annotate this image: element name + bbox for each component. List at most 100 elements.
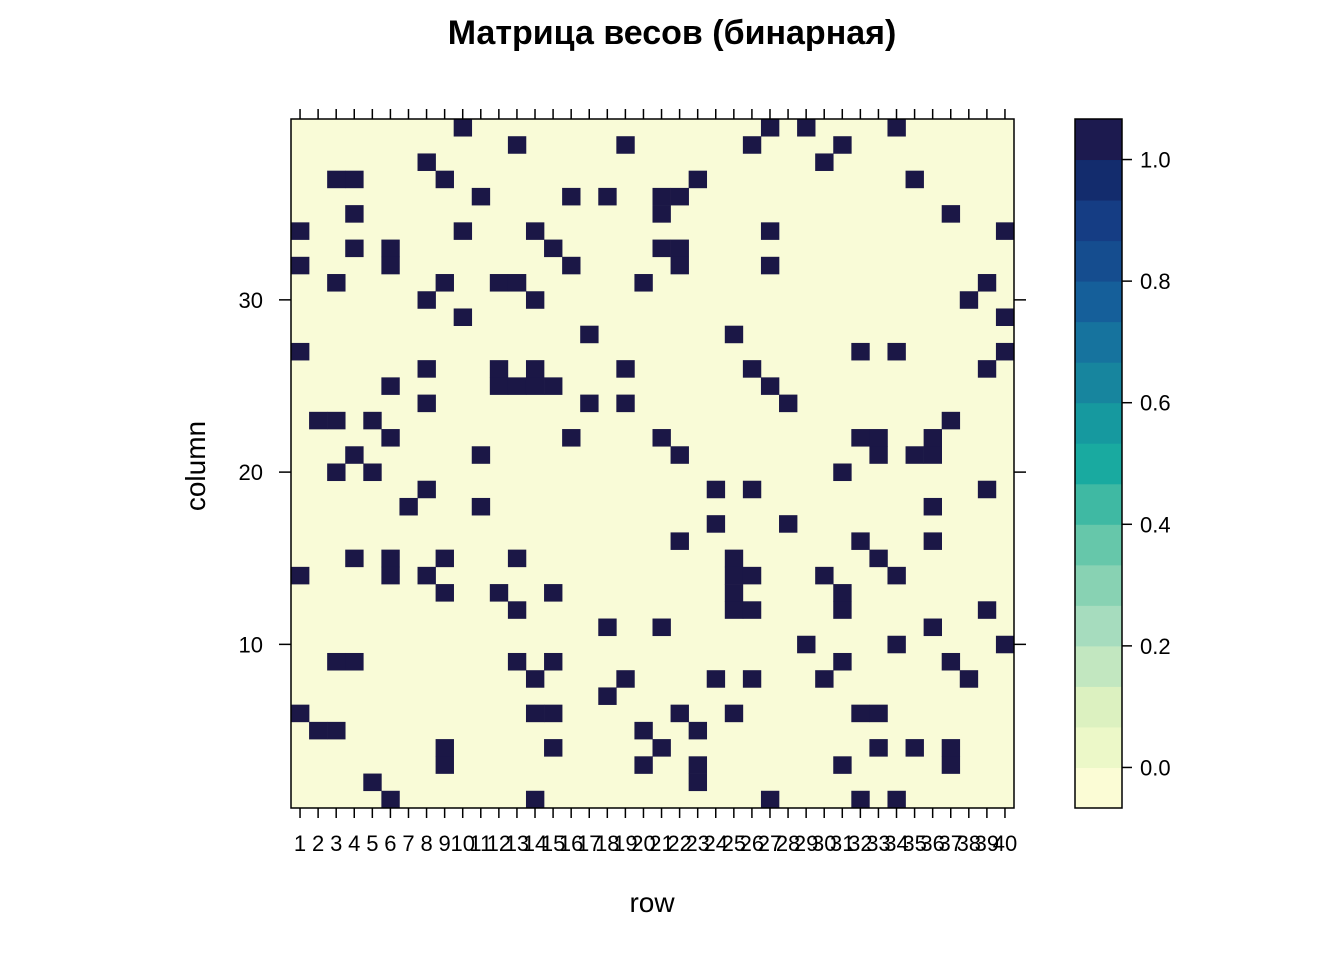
heatmap-cell	[887, 790, 906, 809]
chart-title: Матрица весов (бинарная)	[448, 14, 897, 52]
heatmap-cell	[959, 291, 979, 309]
colorbar-segment	[1075, 321, 1122, 363]
heatmap-cell	[580, 394, 599, 413]
heatmap-cell	[724, 549, 744, 568]
heatmap-cell	[399, 497, 418, 516]
heatmap-cell	[634, 274, 653, 292]
x-tick-label: 37	[938, 831, 962, 856]
heatmap-cell	[345, 652, 364, 671]
heatmap-cell	[887, 342, 906, 361]
heatmap-cell	[544, 652, 563, 671]
heatmap-cell	[507, 549, 527, 568]
colorbar-tick-label: 0.4	[1140, 512, 1171, 537]
heatmap-cell	[959, 670, 979, 688]
heatmap-cell	[291, 256, 310, 275]
colorbar-tick-label: 0.8	[1140, 269, 1171, 294]
heatmap-cell	[525, 704, 545, 723]
heatmap-cell	[797, 119, 816, 137]
x-tick-label: 34	[884, 831, 908, 856]
colorbar-segment	[1075, 726, 1122, 768]
heatmap-cell	[833, 136, 852, 154]
heatmap-cell	[833, 756, 852, 774]
colorbar-segment	[1075, 362, 1122, 404]
heatmap-cell	[616, 360, 635, 378]
heatmap-cell	[634, 721, 653, 740]
heatmap-cell	[525, 790, 545, 809]
colorbar-segment	[1075, 200, 1122, 242]
colorbar-tick-label: 0.2	[1140, 634, 1171, 659]
heatmap-cell	[507, 601, 527, 619]
x-tick-label: 1	[294, 831, 306, 856]
heatmap-cell	[381, 377, 400, 395]
heatmap-cell	[381, 429, 400, 447]
colorbar-segment	[1075, 159, 1122, 201]
x-tick-label: 12	[487, 831, 511, 856]
heatmap-cell	[381, 790, 400, 809]
x-tick-label: 36	[920, 831, 944, 856]
heatmap-cell	[417, 291, 436, 309]
heatmap-cell	[327, 411, 346, 430]
heatmap-cell	[345, 549, 364, 568]
heatmap-cell	[851, 790, 870, 809]
x-tick-label: 39	[975, 831, 999, 856]
colorbar-segment	[1075, 240, 1122, 282]
x-tick-label: 24	[704, 831, 728, 856]
heatmap-cell	[977, 274, 997, 292]
heatmap-cell	[525, 222, 545, 240]
heatmap-cell	[869, 446, 888, 464]
heatmap-cell	[869, 739, 888, 757]
heatmap-cell	[688, 773, 708, 792]
heatmap-cell	[869, 704, 888, 723]
heatmap-cell	[327, 463, 346, 482]
heatmap-cell	[417, 153, 436, 171]
heatmap-cell	[760, 222, 780, 240]
heatmap-cell	[435, 584, 454, 602]
heatmap-cell	[327, 721, 346, 740]
x-tick-label: 5	[366, 831, 378, 856]
heatmap-cell	[724, 566, 744, 585]
heatmap-cell	[453, 308, 473, 326]
colorbar-segment	[1075, 402, 1122, 444]
heatmap-cell	[977, 360, 997, 378]
heatmap-cell	[941, 739, 961, 757]
colorbar-segment	[1075, 686, 1122, 728]
heatmap-cell	[742, 136, 762, 154]
heatmap-cell	[724, 325, 744, 344]
heatmap-cell	[327, 170, 346, 189]
heatmap-cell	[706, 670, 726, 688]
heatmap-cell	[833, 463, 852, 482]
x-tick-label: 22	[667, 831, 691, 856]
heatmap-cell	[544, 704, 563, 723]
heatmap-cell	[779, 394, 798, 413]
x-tick-label: 19	[613, 831, 637, 856]
x-tick-label: 33	[866, 831, 890, 856]
axes: 1 2 3 4 5 6 7 8 9 1011121314151617181920212223242…	[239, 109, 1026, 856]
heatmap-cell	[435, 549, 454, 568]
heatmap-cell	[833, 601, 852, 619]
heatmap-cell	[887, 119, 906, 137]
heatmap-cell	[309, 721, 328, 740]
heatmap-cells	[291, 119, 1015, 809]
x-tick-label: 15	[541, 831, 565, 856]
x-tick-label: 10	[450, 831, 474, 856]
heatmap-cell	[544, 239, 563, 258]
heatmap-cell	[291, 222, 310, 240]
heatmap-cell	[851, 429, 870, 447]
heatmap-cell	[345, 170, 364, 189]
heatmap-cell	[977, 601, 997, 619]
heatmap-cell	[507, 136, 527, 154]
heatmap-cell	[363, 773, 382, 792]
heatmap-background	[291, 119, 1014, 808]
heatmap-cell	[291, 342, 310, 361]
y-tick-label: 20	[239, 460, 263, 485]
heatmap-cell	[797, 635, 816, 654]
heatmap-cell	[869, 429, 888, 447]
heatmap-cell	[417, 480, 436, 499]
heatmap-cell	[688, 721, 708, 740]
heatmap-cell	[489, 377, 509, 395]
heatmap-cell	[435, 170, 454, 189]
heatmap-cell	[652, 429, 671, 447]
heatmap-cell	[580, 325, 599, 344]
heatmap-cell	[435, 756, 454, 774]
heatmap-cell	[453, 119, 473, 137]
